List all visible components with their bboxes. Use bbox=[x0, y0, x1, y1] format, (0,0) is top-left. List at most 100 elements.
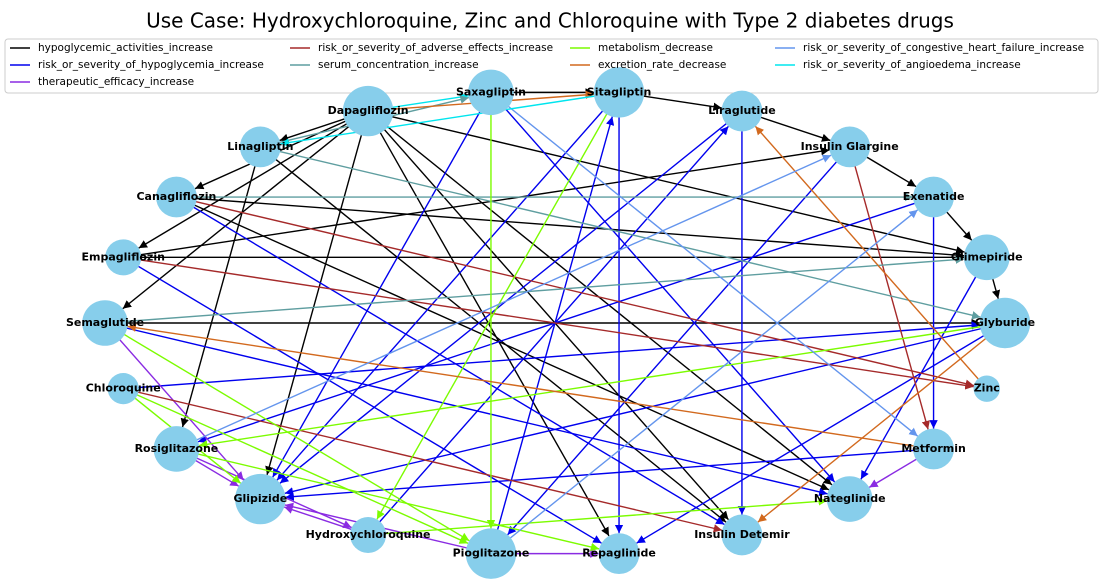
node-label: Saxagliptin bbox=[456, 85, 526, 98]
node-label: Glimepiride bbox=[951, 250, 1023, 263]
legend: hypoglycemic_activities_increase risk_or_… bbox=[10, 42, 1084, 88]
edge bbox=[104, 322, 245, 481]
legend-label: risk_or_severity_of_angioedema_increase bbox=[803, 59, 1021, 71]
edge bbox=[490, 116, 615, 554]
node-label: Canagliflozin bbox=[136, 190, 216, 203]
edge bbox=[198, 322, 1006, 449]
edge bbox=[259, 146, 727, 523]
node bbox=[593, 67, 645, 118]
edge bbox=[122, 388, 469, 544]
edge bbox=[367, 110, 729, 521]
node bbox=[465, 528, 517, 579]
legend-label: risk_or_severity_of_congestive_heart_fai… bbox=[803, 42, 1084, 54]
node bbox=[973, 375, 1000, 402]
edge bbox=[123, 147, 830, 259]
edge bbox=[276, 91, 620, 481]
edge bbox=[104, 255, 965, 324]
edge bbox=[265, 110, 369, 475]
edge bbox=[260, 146, 981, 320]
node-label: Semaglutide bbox=[66, 316, 144, 329]
node-label: Sitagliptin bbox=[587, 85, 652, 98]
node-label: Dapagliflozin bbox=[328, 104, 409, 117]
node bbox=[598, 533, 640, 575]
edge bbox=[122, 110, 369, 310]
node-label: Glipizide bbox=[233, 492, 287, 505]
edge bbox=[279, 110, 743, 484]
node bbox=[105, 239, 142, 276]
node bbox=[721, 90, 763, 132]
edge bbox=[490, 91, 919, 437]
edge bbox=[138, 110, 369, 249]
edge bbox=[197, 196, 934, 444]
node bbox=[963, 234, 1010, 281]
edge bbox=[176, 196, 725, 526]
edge bbox=[176, 154, 832, 450]
node-label: Nateglinide bbox=[814, 492, 886, 505]
title: Use Case: Hydroxychloroquine, Zinc and C… bbox=[146, 9, 954, 33]
node-label: Insulin Glargine bbox=[801, 140, 899, 153]
node bbox=[239, 126, 281, 168]
node bbox=[979, 297, 1031, 349]
node bbox=[829, 126, 871, 168]
nodes: Glyburide Glimepiride Exenatide Insulin Gla… bbox=[66, 67, 1035, 579]
node-label: Empagliflozin bbox=[82, 250, 165, 263]
node bbox=[721, 514, 763, 556]
edge bbox=[123, 387, 723, 533]
edge bbox=[284, 322, 1006, 496]
edge bbox=[180, 146, 261, 428]
node bbox=[156, 176, 197, 218]
node bbox=[913, 176, 954, 218]
node-label: Liraglutide bbox=[708, 104, 775, 117]
edge bbox=[754, 125, 988, 390]
legend-label: risk_or_severity_of_adverse_effects_incr… bbox=[318, 42, 553, 54]
edge bbox=[123, 256, 974, 390]
legend-label: therapeutic_efficacy_increase bbox=[38, 76, 194, 88]
edge bbox=[123, 321, 980, 390]
edge bbox=[272, 92, 492, 478]
legend-label: hypoglycemic_activities_increase bbox=[38, 42, 213, 54]
edge bbox=[367, 125, 729, 536]
node-label: Chloroquine bbox=[86, 382, 161, 395]
node-label: Metformin bbox=[901, 442, 966, 455]
node bbox=[82, 300, 128, 346]
node bbox=[107, 373, 139, 405]
edges bbox=[104, 88, 1006, 558]
node-label: Zinc bbox=[974, 382, 1000, 395]
edge bbox=[860, 257, 988, 480]
node-label: Insulin Detemir bbox=[694, 528, 790, 541]
edge bbox=[284, 502, 492, 555]
node bbox=[826, 476, 873, 522]
edge bbox=[122, 256, 602, 544]
node-label: Rosiglitazone bbox=[135, 442, 219, 455]
edge bbox=[176, 196, 975, 388]
edge bbox=[636, 322, 1006, 544]
node-label: Glyburide bbox=[975, 316, 1035, 329]
edge bbox=[176, 196, 965, 260]
legend-label: serum_concentration_increase bbox=[318, 59, 479, 71]
edge bbox=[127, 323, 934, 450]
edge bbox=[176, 196, 830, 491]
legend-label: risk_or_severity_of_hypoglycemia_increas… bbox=[38, 59, 264, 71]
legend-label: excretion_rate_decrease bbox=[598, 59, 726, 71]
edge bbox=[280, 91, 620, 147]
node-label: Linagliptin bbox=[227, 140, 293, 153]
edge bbox=[849, 146, 930, 430]
node bbox=[913, 428, 954, 470]
node-label: Pioglitazone bbox=[453, 547, 530, 560]
node bbox=[342, 85, 394, 137]
edge bbox=[367, 110, 965, 255]
node bbox=[235, 473, 286, 525]
node-label: Exenatide bbox=[903, 190, 965, 203]
node bbox=[153, 426, 200, 472]
edge bbox=[194, 110, 369, 190]
node bbox=[468, 69, 514, 116]
node-label: Repaglinide bbox=[582, 547, 656, 560]
edge bbox=[507, 146, 851, 536]
node bbox=[350, 516, 387, 553]
edge bbox=[368, 497, 828, 536]
legend-label: metabolism_decrease bbox=[598, 42, 713, 54]
edge bbox=[490, 209, 919, 555]
node-label: Hydroxychloroquine bbox=[306, 528, 431, 541]
